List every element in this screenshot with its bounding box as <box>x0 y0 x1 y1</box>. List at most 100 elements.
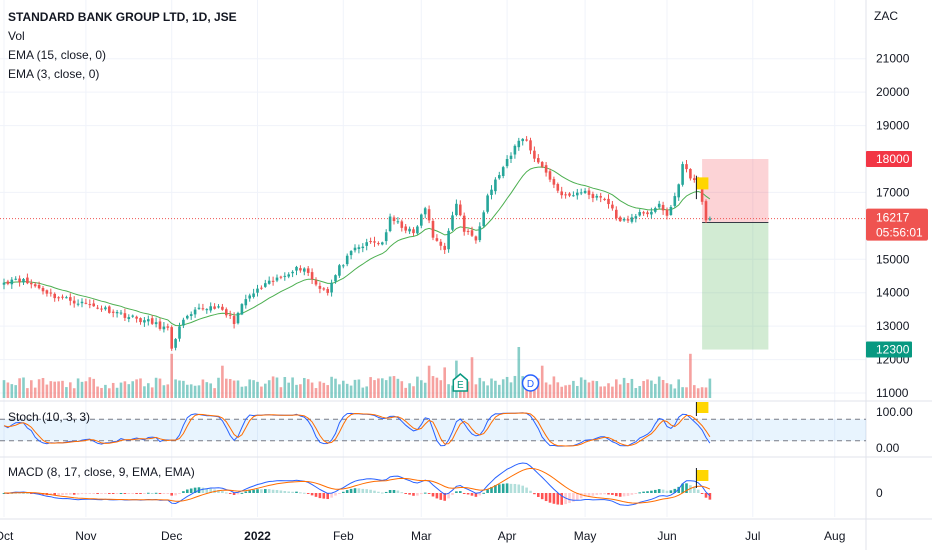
candle-body <box>127 317 131 320</box>
candle-body <box>681 164 684 185</box>
candle-body <box>689 169 692 179</box>
volume-bar <box>560 386 563 398</box>
macd-histogram-bar <box>618 493 622 497</box>
volume-bar <box>174 379 177 398</box>
candle-body <box>431 221 435 238</box>
macd-flag-marker <box>696 470 709 481</box>
volume-bar <box>685 387 688 398</box>
time-tick-label: Aug <box>824 529 845 543</box>
volume-bar <box>37 379 41 398</box>
volume-bar <box>18 378 21 398</box>
candle-body <box>166 326 170 328</box>
macd-histogram-bar <box>349 488 353 493</box>
macd-histogram-bar <box>303 492 306 494</box>
macd-histogram-bar <box>92 493 95 494</box>
candle-body <box>685 164 688 170</box>
candle-body <box>587 190 591 195</box>
candle-body <box>213 306 216 309</box>
volume-bar <box>568 384 571 398</box>
macd-histogram-bar <box>244 491 248 493</box>
candle-body <box>626 219 630 221</box>
ema15-line <box>3 166 711 327</box>
macd-histogram-bar <box>65 493 68 495</box>
time-tick-label: Mar <box>411 529 432 543</box>
volume-bar <box>228 379 232 398</box>
candle-body <box>505 159 509 167</box>
volume-bar <box>111 382 115 398</box>
volume-bar <box>704 387 708 398</box>
macd-histogram-bar <box>57 493 60 496</box>
macd-histogram-bar <box>61 493 64 496</box>
macd-histogram-bar <box>342 491 345 493</box>
volume-bar <box>564 385 567 398</box>
macd-histogram-bar <box>310 493 314 496</box>
volume-bar <box>357 379 361 398</box>
macd-histogram-bar <box>435 493 439 499</box>
candle-body <box>404 226 407 231</box>
volume-bar <box>353 379 357 398</box>
dividend-event-marker[interactable] <box>521 374 540 392</box>
candle-body <box>661 204 665 211</box>
volume-bar <box>572 380 575 398</box>
candle-body <box>583 190 587 194</box>
volume-bar <box>622 377 626 398</box>
legend-ema3[interactable]: EMA (3, close, 0) <box>8 67 100 81</box>
volume-bar <box>6 382 10 398</box>
candle-body <box>654 208 657 212</box>
macd-histogram-bar <box>517 484 521 493</box>
candle-body <box>334 275 337 282</box>
legend-ema15[interactable]: EMA (15, close, 0) <box>8 48 107 62</box>
candle-body <box>217 306 220 308</box>
candle-body <box>131 315 134 317</box>
volume-bar <box>498 384 501 398</box>
earnings-event-marker[interactable] <box>452 373 469 392</box>
macd-histogram-bar <box>384 491 388 493</box>
candle-body <box>677 184 680 198</box>
candle-body <box>326 289 329 293</box>
candle-body <box>92 303 95 307</box>
volume-bar <box>96 386 99 398</box>
macd-histogram-bar <box>174 493 177 496</box>
volume-bar <box>80 381 84 398</box>
symbol-title[interactable]: STANDARD BANK GROUP LTD, 1D, JSE <box>8 10 237 24</box>
candle-body <box>182 319 185 326</box>
macd-histogram-bar <box>708 493 712 500</box>
volume-bar <box>178 380 181 398</box>
volume-bar <box>310 382 314 398</box>
volume-bar <box>100 387 103 398</box>
time-tick-label: Oct <box>0 529 14 543</box>
volume-bar <box>45 384 49 398</box>
volume-bar <box>669 384 673 398</box>
volume-bar <box>696 388 700 398</box>
macd-histogram-bar <box>501 483 505 493</box>
volume-bar <box>256 381 259 398</box>
candle-body <box>392 217 396 222</box>
candle-body <box>295 266 298 271</box>
macd-histogram-bar <box>154 492 158 494</box>
macd-histogram-bar <box>412 493 415 496</box>
volume-bar <box>708 378 712 398</box>
macd-label[interactable]: MACD (8, 17, close, 9, EMA, EMA) <box>8 465 195 479</box>
candle-body <box>466 230 470 232</box>
macd-histogram-bar <box>373 490 376 493</box>
macd-histogram-bar <box>634 493 638 494</box>
macd-histogram-bar <box>53 493 56 496</box>
candle-body <box>630 217 634 222</box>
volume-bar <box>108 388 111 398</box>
price-tick-label: 15000 <box>876 252 910 266</box>
candle-body <box>244 299 248 306</box>
candle-body <box>560 191 563 196</box>
legend-vol[interactable]: Vol <box>8 29 25 43</box>
volume-bar <box>650 380 653 398</box>
volume-bar <box>338 384 341 398</box>
candle-body <box>104 307 107 310</box>
volume-bar <box>396 378 400 398</box>
volume-bar <box>334 378 337 398</box>
macd-histogram-bar <box>143 493 146 494</box>
volume-bar <box>14 385 17 398</box>
stoch-label[interactable]: Stoch (10, 3, 3) <box>8 410 91 424</box>
flag-marker <box>696 177 709 190</box>
candle-body <box>178 326 181 339</box>
macd-histogram-bar <box>252 489 255 493</box>
macd-histogram-bar <box>240 492 244 494</box>
